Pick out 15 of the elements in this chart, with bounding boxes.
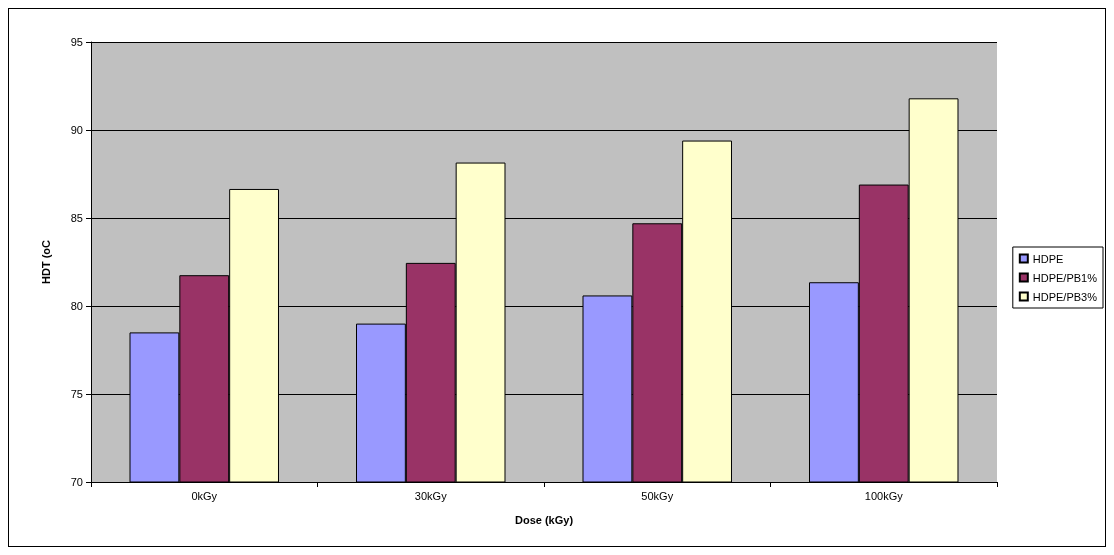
y-tick-label: 70 [70,476,83,488]
y-tick-label: 80 [70,300,83,312]
x-tick-label: 50kGy [641,489,674,502]
x-tick-label: 100kGy [864,489,904,502]
y-axis-title: HDT (oC [39,239,52,284]
x-tick-label: 0kGy [191,489,218,502]
legend-label: HDPE/PB3% [1032,290,1098,303]
x-axis-title: Dose (kGy) [514,513,574,526]
y-tick-label: 75 [70,388,83,400]
legend-label: HDPE [1032,252,1064,265]
y-tick-label: 85 [70,212,83,224]
y-tick-label: 95 [70,36,83,48]
y-tick-label: 90 [70,124,83,136]
x-tick-label: 30kGy [414,489,448,502]
legend-label: HDPE/PB1% [1032,271,1098,284]
